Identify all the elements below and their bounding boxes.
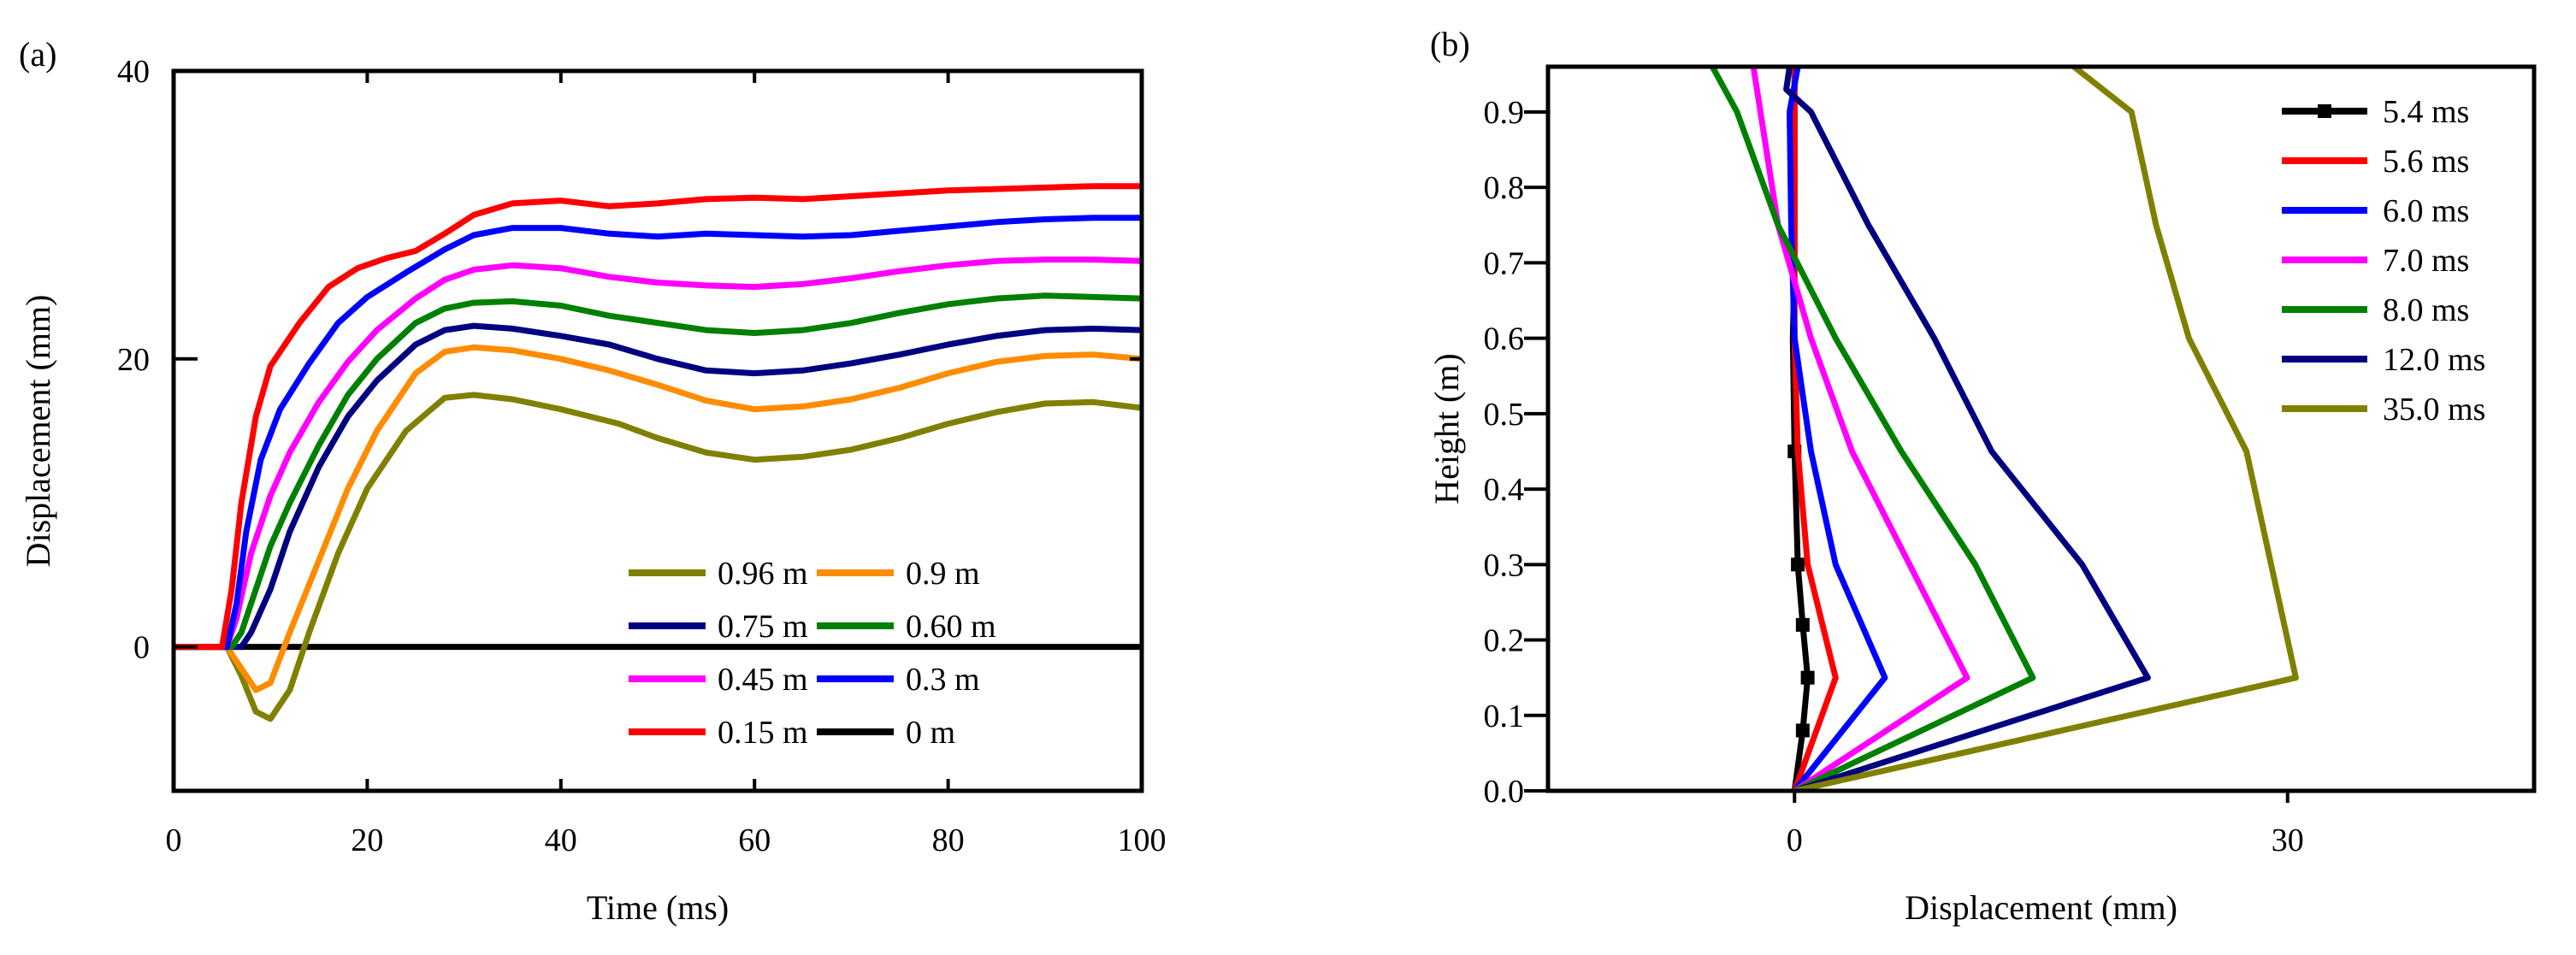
series-line — [1709, 67, 2036, 791]
plot-frame — [1545, 64, 2537, 793]
series-line — [174, 256, 1142, 651]
series-marker — [1791, 557, 1805, 572]
series-line — [174, 344, 1142, 693]
x-tick-label: 40 — [545, 822, 577, 858]
legend-label: 5.4 ms — [2383, 94, 2469, 130]
y-tick-label: 0.1 — [1484, 699, 1525, 734]
x-tick-label: 0 — [166, 822, 182, 858]
series-line — [1791, 67, 1839, 791]
y-axis-label: Displacement (mm) — [19, 295, 57, 568]
x-axis-label: Time (ms) — [587, 888, 729, 927]
series-line — [174, 322, 1142, 651]
legend-label: 0.3 m — [906, 662, 980, 698]
series-line — [1787, 67, 1888, 791]
y-axis-label: Height (m) — [1427, 353, 1466, 504]
x-tick-label: 30 — [2272, 822, 2304, 858]
panel-a: (a) 0 20 40 60 80 100 0 20 40 Time (ms) Displacemen… — [19, 35, 1167, 927]
legend-label: 0.9 m — [906, 556, 980, 592]
series-marker — [1795, 617, 1810, 632]
series-line — [174, 392, 1142, 722]
legend-label: 35.0 ms — [2383, 392, 2485, 427]
legend: 0.96 m 0.9 m 0.75 m 0.60 m 0.45 m 0.3 m 0.15 m… — [629, 556, 996, 751]
legend-label: 7.0 ms — [2383, 243, 2469, 279]
y-tick-label: 40 — [117, 54, 150, 90]
legend-label: 0.60 m — [906, 609, 996, 645]
y-tick-label: 0.3 — [1484, 547, 1525, 583]
series-line — [1783, 67, 2151, 791]
series-marker — [1795, 723, 1810, 738]
y-tick-label: 0.8 — [1484, 170, 1525, 206]
y-tick-label: 0 — [133, 630, 150, 666]
legend-marker — [2318, 104, 2331, 118]
legend-label: 0 m — [906, 715, 955, 751]
y-tick-label: 0.5 — [1484, 397, 1525, 433]
y-tick-label: 0.6 — [1484, 321, 1525, 357]
y-tick-label: 20 — [117, 342, 150, 378]
y-tick-label: 0.2 — [1484, 623, 1525, 659]
legend-label: 0.45 m — [718, 662, 808, 698]
x-tick-label: 80 — [932, 822, 965, 858]
legend-label: 0.15 m — [718, 715, 808, 751]
series-group — [174, 183, 1142, 722]
panel-b: (b) 0 30 0.0 0.1 0.2 0.3 0.4 0.5 0.6 0.7 0.8 0.9 Disp… — [1427, 25, 2537, 927]
panel-label: (a) — [19, 35, 56, 74]
legend-label: 8.0 ms — [2383, 292, 2469, 328]
legend-label: 6.0 ms — [2383, 193, 2469, 229]
series-line — [174, 183, 1142, 651]
series-marker — [1800, 670, 1815, 685]
legend-label: 5.6 ms — [2383, 144, 2469, 180]
y-tick-label: 0.9 — [1484, 95, 1525, 131]
legend-label: 12.0 ms — [2383, 342, 2485, 378]
y-tick-label: 0.0 — [1484, 774, 1525, 810]
x-tick-label: 20 — [351, 822, 383, 858]
panel-label: (b) — [1430, 25, 1470, 63]
y-tick-label: 0.7 — [1484, 245, 1525, 281]
legend-label: 0.96 m — [718, 556, 808, 592]
series-group — [1709, 67, 2299, 791]
legend: 5.4 ms 5.6 ms 6.0 ms 7.0 ms 8.0 ms 12.0 ms 35.… — [2282, 94, 2485, 427]
x-tick-label: 60 — [738, 822, 771, 858]
series-line — [1791, 67, 2299, 791]
series-line — [174, 215, 1142, 651]
series-line — [1750, 67, 1970, 791]
y-tick-label: 0.4 — [1484, 472, 1525, 508]
legend-label: 0.75 m — [718, 609, 808, 645]
x-tick-label: 0 — [1787, 822, 1803, 858]
x-axis-label: Displacement (mm) — [1905, 888, 2177, 927]
x-tick-label: 100 — [1118, 822, 1167, 858]
series-line — [174, 292, 1142, 651]
plot-frame — [171, 68, 1144, 793]
